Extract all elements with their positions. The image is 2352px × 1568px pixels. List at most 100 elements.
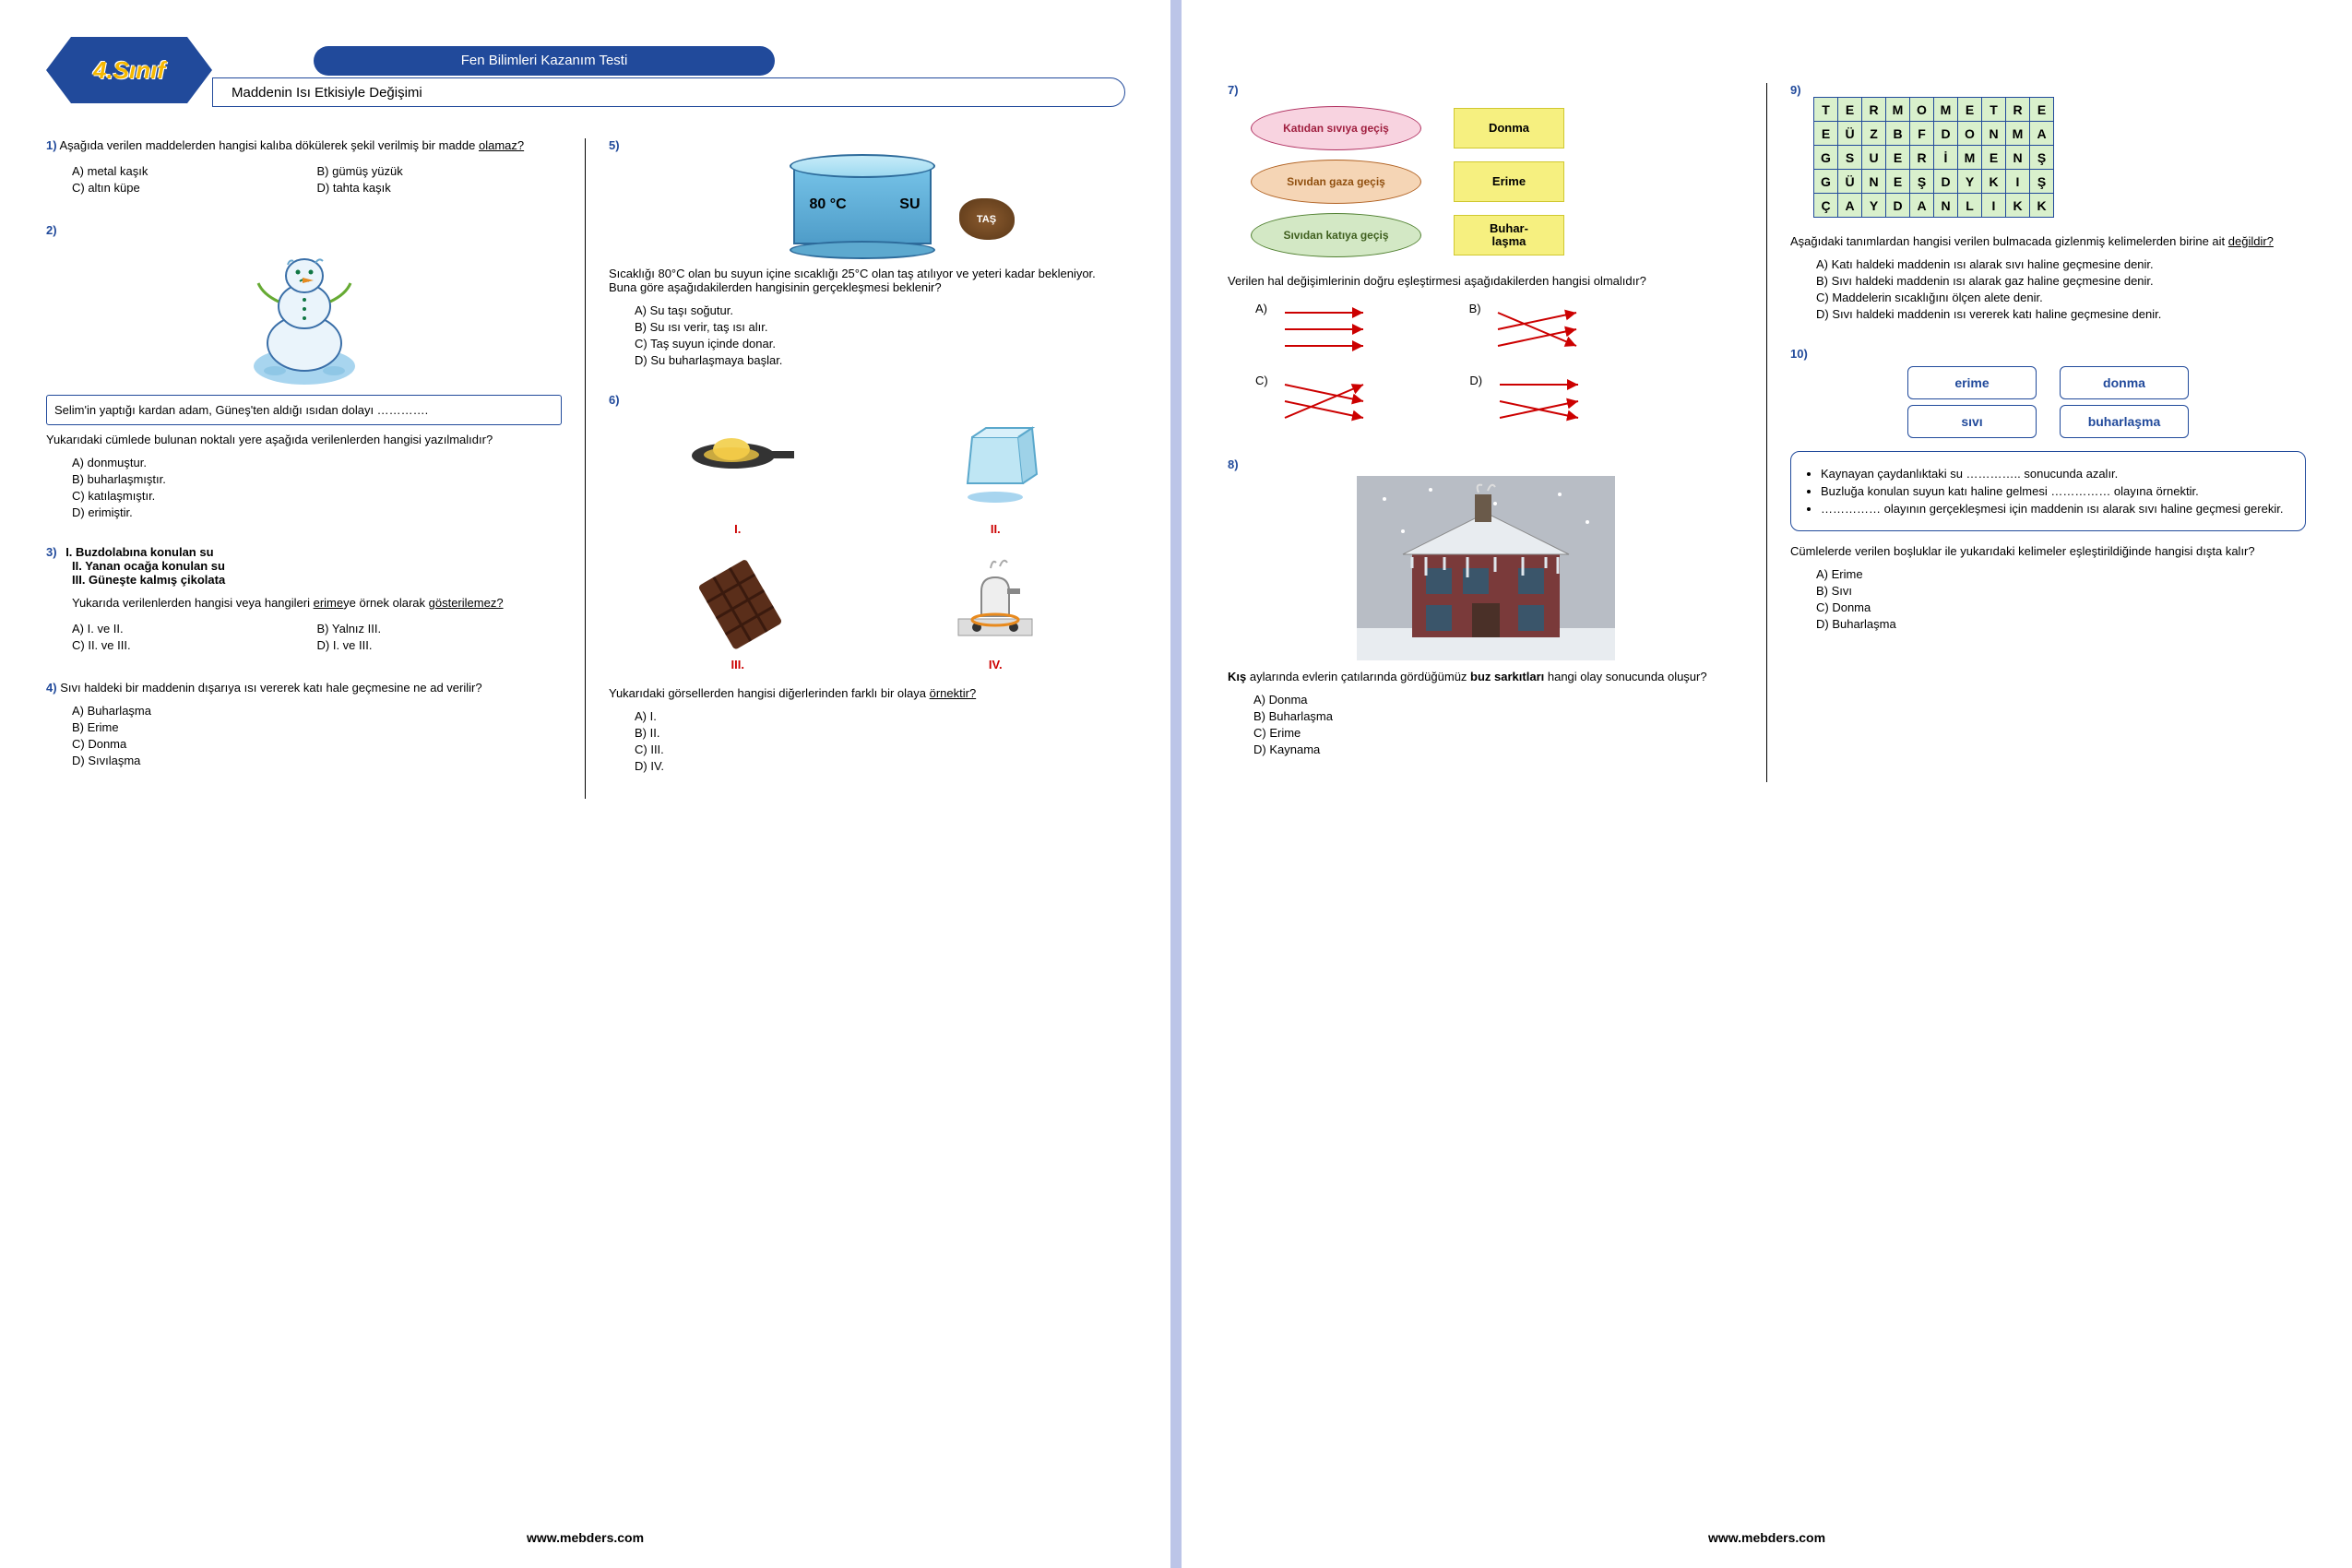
column-2: 5) 80 °C SU TAŞ Sıcaklığı 80°C olan bu s…	[609, 138, 1124, 799]
grid-cell: E	[2030, 98, 2054, 122]
q8-opt-d: D) Kaynama	[1253, 742, 1743, 756]
column-4: 9) TERMOMETREEÜZBFDONMAGSUERİMENŞGÜNEŞDY…	[1790, 83, 2306, 782]
q4-opt-d: D) Sıvılaşma	[72, 754, 562, 767]
q10-chip-3: sıvı	[1907, 405, 2037, 438]
q7-r1: Donma	[1454, 108, 1564, 148]
q9-opt-b: B) Sıvı haldeki maddenin ısı alarak gaz …	[1816, 274, 2306, 288]
q10-num: 10)	[1790, 347, 1808, 361]
grid-cell: E	[1838, 98, 1862, 122]
q6-num: 6)	[609, 393, 620, 407]
q6-img-1: I.	[627, 414, 849, 536]
q3-i2: II. Yanan ocağa konulan su	[46, 559, 225, 573]
q3-num: 3)	[46, 545, 57, 559]
q9-question: Aşağıdaki tanımlardan hangisi verilen bu…	[1790, 234, 2306, 248]
q3-i1: I. Buzdolabına konulan su	[65, 545, 213, 559]
q10-statements: Kaynayan çaydanlıktaki su ………….. sonucun…	[1790, 451, 2306, 531]
grid-cell: M	[2006, 122, 2030, 146]
grid-cell: K	[2030, 194, 2054, 218]
q4-opt-b: B) Erime	[72, 720, 562, 734]
q9-opt-d: D) Sıvı haldeki maddenin ısı vererek kat…	[1816, 307, 2306, 321]
question-2: 2)	[46, 223, 562, 519]
grid-cell: I	[2006, 170, 2030, 194]
q10-chip-2: donma	[2060, 366, 2189, 399]
grid-cell: F	[1910, 122, 1934, 146]
worksheet-title: Fen Bilimleri Kazanım Testi	[314, 46, 775, 76]
grid-cell: E	[1982, 146, 2006, 170]
q5-num: 5)	[609, 138, 620, 152]
q3-opt-d: D) I. ve III.	[317, 638, 563, 652]
q2-question: Yukarıdaki cümlede bulunan noktalı yere …	[46, 433, 562, 446]
grid-cell: K	[1982, 170, 2006, 194]
q2-statement: Selim'in yaptığı kardan adam, Güneş'ten …	[46, 395, 562, 425]
q7-question: Verilen hal değişimlerinin doğru eşleşti…	[1228, 274, 1743, 288]
q6-l4: IV.	[885, 658, 1107, 671]
worksheet-header: Fen Bilimleri Kazanım Testi Maddenin Isı…	[46, 37, 1124, 120]
q7-num: 7)	[1228, 83, 1239, 97]
q9-num: 9)	[1790, 83, 1801, 97]
grid-cell: Z	[1862, 122, 1886, 146]
snowman-image	[46, 237, 562, 387]
q6-question: Yukarıdaki görsellerden hangisi diğerler…	[609, 686, 1124, 700]
q7-opt-c: C)	[1255, 374, 1396, 432]
grid-cell: U	[1862, 146, 1886, 170]
q1-opt-d: D) tahta kaşık	[317, 181, 563, 195]
grid-cell: E	[1886, 146, 1910, 170]
question-6: 6) I. II. III.	[609, 393, 1124, 773]
q2-opt-a: A) donmuştur.	[72, 456, 562, 469]
stone-label: TAŞ	[959, 198, 1015, 240]
question-7: 7) Katıdan sıvıya geçişDonma Sıvıdan gaz…	[1228, 83, 1743, 432]
grid-cell: N	[1934, 194, 1958, 218]
q5-opt-b: B) Su ısı verir, taş ısı alır.	[635, 320, 1124, 334]
grid-cell: M	[1934, 98, 1958, 122]
q1-opt-c: C) altın küpe	[72, 181, 317, 195]
q7-opt-d: D)	[1469, 374, 1610, 432]
worksheet-subtitle: Maddenin Isı Etkisiyle Değişimi	[212, 77, 1125, 107]
q7-r3: Buhar- laşma	[1454, 215, 1564, 255]
question-8: 8)	[1228, 457, 1743, 756]
q10-opt-d: D) Buharlaşma	[1816, 617, 2306, 631]
q5-su: SU	[899, 196, 920, 213]
grid-cell: A	[1838, 194, 1862, 218]
q10-b3: …………… olayının gerçekleşmesi için madden…	[1821, 502, 2292, 516]
column-1: 1) Aşağıda verilen maddelerden hangisi k…	[46, 138, 586, 799]
q10-chip-4: buharlaşma	[2060, 405, 2189, 438]
q8-num: 8)	[1228, 457, 1239, 471]
grid-cell: İ	[1934, 146, 1958, 170]
grid-cell: Ü	[1838, 122, 1862, 146]
grid-cell: R	[1910, 146, 1934, 170]
q6-img-2: II.	[885, 414, 1107, 536]
q7-opt-a: A)	[1255, 302, 1396, 360]
q1-text: Aşağıda verilen maddelerden hangisi kalı…	[59, 138, 479, 152]
grid-cell: O	[1910, 98, 1934, 122]
grid-cell: N	[2006, 146, 2030, 170]
water-glass-image: 80 °C SU TAŞ	[784, 152, 950, 254]
grid-cell: K	[2006, 194, 2030, 218]
q9-opt-a: A) Katı haldeki maddenin ısı alarak sıvı…	[1816, 257, 2306, 271]
grid-cell: T	[1982, 98, 2006, 122]
q3-opt-a: A) I. ve II.	[72, 622, 317, 636]
q4-opt-c: C) Donma	[72, 737, 562, 751]
q10-chip-1: erime	[1907, 366, 2037, 399]
page-divider	[1170, 0, 1182, 1568]
grade-badge: 4.Sınıf	[46, 37, 212, 103]
q10-opt-a: A) Erime	[1816, 567, 2306, 581]
q10-opt-b: B) Sıvı	[1816, 584, 2306, 598]
grid-cell: A	[1910, 194, 1934, 218]
q2-opt-c: C) katılaşmıştır.	[72, 489, 562, 503]
q4-opt-a: A) Buharlaşma	[72, 704, 562, 718]
grid-cell: N	[1982, 122, 2006, 146]
grid-cell: D	[1886, 194, 1910, 218]
q5-temp: 80 °C	[810, 196, 847, 213]
q7-r2: Erime	[1454, 161, 1564, 202]
footer-left: www.mebders.com	[0, 1530, 1170, 1545]
q3-opt-c: C) II. ve III.	[72, 638, 317, 652]
q7-opt-b: B)	[1469, 302, 1610, 360]
question-5: 5) 80 °C SU TAŞ Sıcaklığı 80°C olan bu s…	[609, 138, 1124, 367]
grid-cell: D	[1934, 170, 1958, 194]
q6-opt-c: C) III.	[635, 742, 1124, 756]
q3-i3: III. Güneşte kalmış çikolata	[46, 573, 225, 587]
q8-opt-c: C) Erime	[1253, 726, 1743, 740]
grid-cell: E	[1886, 170, 1910, 194]
grid-cell: R	[1862, 98, 1886, 122]
grid-cell: Ş	[1910, 170, 1934, 194]
